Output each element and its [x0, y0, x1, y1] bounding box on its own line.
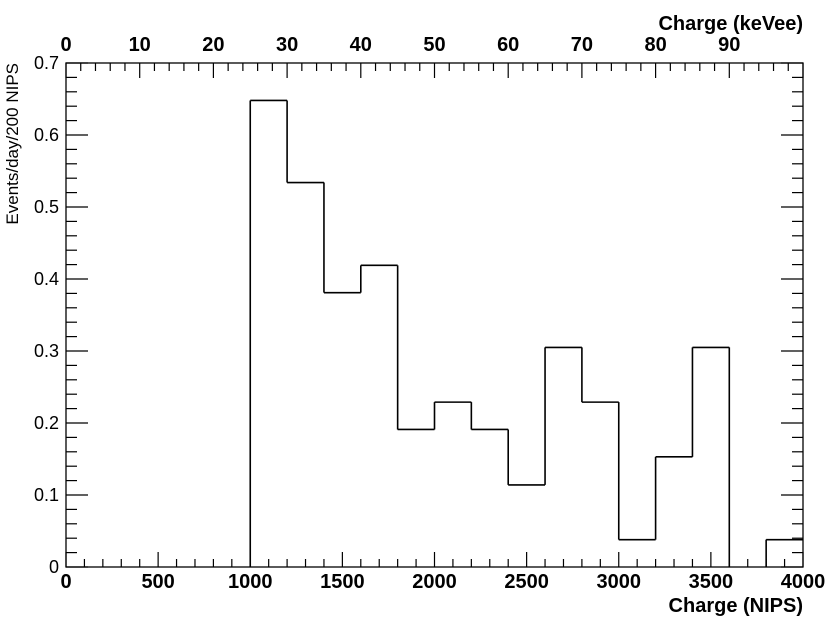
top-tick-label: 60 [497, 34, 519, 56]
histogram-bin [581, 347, 619, 403]
histogram-bin [617, 402, 656, 541]
histogram-bin [396, 265, 435, 431]
histogram-bin [286, 100, 324, 184]
histogram-bin [654, 456, 693, 540]
histogram-bin [544, 346, 582, 485]
histogram-bin [360, 264, 398, 293]
top-tick-label: 30 [276, 34, 298, 56]
histogram-bin [470, 402, 509, 431]
top-tick-label: 0 [60, 34, 71, 56]
top-tick-label: 20 [202, 34, 224, 56]
y-tick-label: 0.6 [34, 125, 59, 145]
x-tick-label: 4000 [781, 571, 826, 593]
y-tick-label: 0.2 [34, 413, 59, 433]
y-tick-label: 0.3 [34, 341, 59, 361]
histogram-bin [765, 538, 803, 567]
histogram-bin [323, 182, 361, 294]
y-tick-label: 0.4 [34, 269, 59, 289]
y-tick-label: 0.1 [34, 485, 59, 505]
y-tick-label: 0.7 [34, 53, 59, 73]
histogram-bin [507, 429, 546, 486]
plot-frame [65, 62, 804, 568]
top-tick-label: 40 [350, 34, 372, 56]
histogram-bin [249, 99, 288, 567]
x-tick-label: 2000 [412, 571, 457, 593]
x-tick-label: 1500 [320, 571, 365, 593]
x-tick-label: 500 [141, 571, 174, 593]
x-axis-title: Charge (NIPS) [669, 595, 803, 617]
y-tick-label: 0 [49, 557, 59, 577]
top-tick-label: 50 [423, 34, 445, 56]
top-tick-label: 80 [644, 34, 666, 56]
x-tick-label: 2500 [504, 571, 549, 593]
x-tick-label: 3500 [689, 571, 734, 593]
top-axis-title: Charge (keVee) [658, 13, 803, 35]
y-tick-label: 0.5 [34, 197, 59, 217]
top-tick-label: 70 [571, 34, 593, 56]
top-tick-label: 90 [718, 34, 740, 56]
histogram-bin [433, 401, 472, 430]
x-tick-label: 1000 [228, 571, 273, 593]
x-tick-label: 0 [60, 571, 71, 593]
y-axis-title: Events/day/200 NIPS [3, 63, 22, 225]
top-tick-label: 10 [129, 34, 151, 56]
x-tick-label: 3000 [597, 571, 642, 593]
histogram-bin [691, 346, 730, 457]
